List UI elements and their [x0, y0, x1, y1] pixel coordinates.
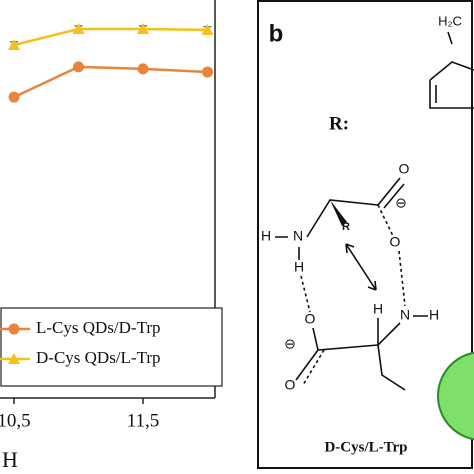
atom-label: O	[285, 377, 296, 393]
atom-label: O	[305, 311, 316, 327]
atom-label: H	[294, 259, 304, 275]
point	[137, 63, 149, 75]
point	[72, 23, 85, 35]
ring-label: H₂C	[438, 13, 462, 28]
atom-label: O	[390, 234, 401, 250]
atom-label: H	[429, 307, 439, 323]
hydrogen-bonds	[300, 250, 406, 313]
ring	[429, 31, 474, 109]
wedge	[330, 200, 347, 226]
legend-box	[0, 307, 223, 387]
quantum-dot	[437, 351, 474, 441]
line	[13, 27, 208, 47]
double-arrow	[345, 243, 377, 291]
legend-label: D-Cys QDs/L-Trp	[36, 348, 161, 367]
atom-label: R	[342, 221, 350, 233]
point	[201, 23, 214, 35]
legend-marker	[8, 353, 20, 364]
point	[73, 61, 84, 73]
partial-bond	[302, 349, 325, 386]
r-label: R:	[329, 113, 349, 134]
legend-marker	[8, 323, 20, 335]
atom-label: H	[261, 228, 271, 244]
atom-label: ⊖	[395, 195, 407, 211]
atom-label: N	[293, 228, 303, 244]
point	[137, 23, 149, 35]
line	[13, 65, 208, 99]
caption: D-Cys/L-Trp	[324, 439, 407, 455]
panel-frame	[257, 0, 473, 469]
panel-label: b	[269, 20, 284, 47]
atom-label: N	[400, 307, 410, 323]
x-axis-label: H	[2, 447, 18, 472]
point	[202, 66, 213, 78]
point	[8, 38, 20, 50]
atom-label: H	[373, 301, 383, 317]
point	[8, 91, 20, 103]
atom-label: O	[399, 161, 410, 177]
legend-label: L-Cys QDs/D-Trp	[36, 318, 161, 337]
x-tick-label: 11,5	[127, 410, 160, 431]
atom-label: ⊖	[284, 336, 296, 352]
partial-bond	[377, 204, 394, 237]
bonds	[295, 315, 428, 391]
x-tick-label: 10,5	[0, 410, 31, 431]
